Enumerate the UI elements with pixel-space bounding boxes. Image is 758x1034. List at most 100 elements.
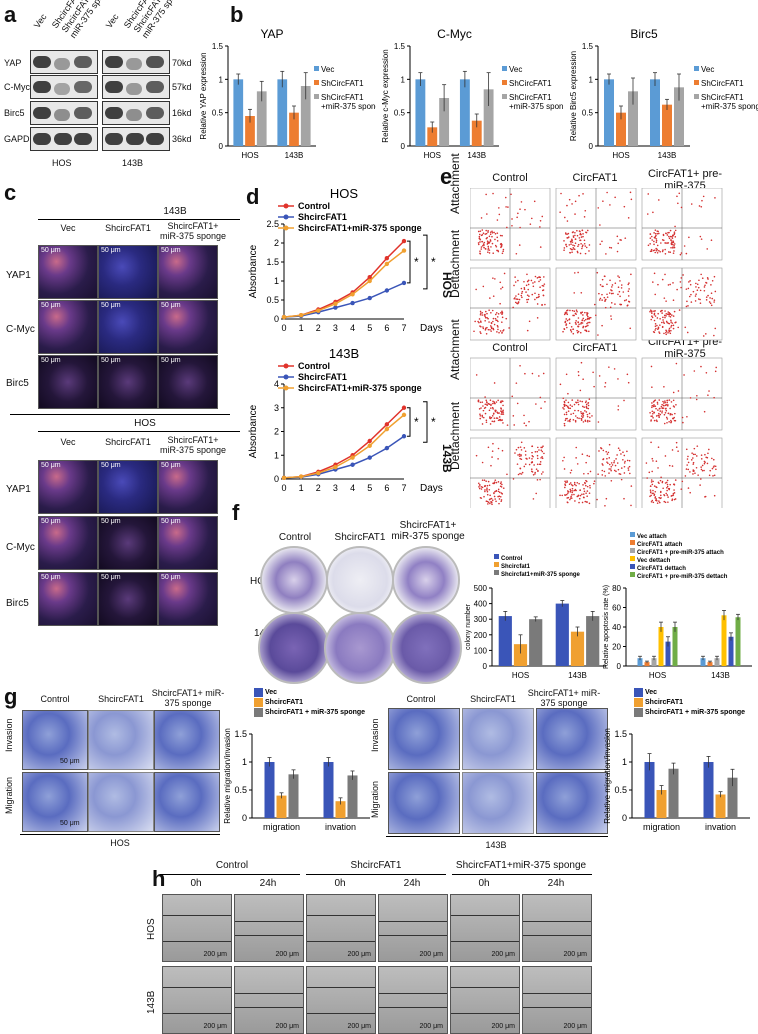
g-col-label: ShcircFAT1	[470, 694, 516, 704]
bar	[728, 636, 734, 666]
panel-g-letter: g	[4, 684, 18, 709]
chart-title: Birc5	[630, 27, 658, 41]
legend-swatch	[494, 570, 499, 575]
wound-image: 200 μm	[522, 966, 592, 1034]
data-point	[401, 412, 407, 418]
legend-label: Vec	[509, 65, 522, 74]
legend-label: ShCircFAT1	[701, 93, 744, 102]
chart-birc5: Birc5 0 0.5 1 1.5 Relative Birc5 expression HO…	[569, 27, 758, 160]
legend-label: CircFAT1 attach	[637, 542, 683, 548]
transwell-image	[388, 708, 460, 770]
y-tick-label: 1	[274, 450, 279, 460]
chart-title: HOS	[330, 186, 359, 201]
legend-label: ShcircFAT1+miR-375 sponge	[298, 383, 422, 393]
g-row-label: Migration	[4, 776, 14, 814]
legend-swatch	[630, 540, 635, 545]
data-point	[401, 434, 407, 439]
flow-plot	[641, 188, 723, 261]
fluor-image: 50 μm	[158, 516, 218, 570]
bar	[665, 641, 671, 666]
y-tick-label: 0	[483, 662, 488, 671]
data-point	[367, 455, 372, 460]
c-row-label: Birc5	[6, 598, 29, 609]
h-time-label: 0h	[190, 878, 202, 889]
legend-label: CircFAT1 + pre-miR-375 attach	[637, 550, 724, 556]
y-tick-label: 0.5	[394, 109, 406, 118]
e-col-label: Control	[492, 172, 528, 184]
bar	[715, 794, 726, 818]
data-point	[367, 278, 372, 284]
colony-plate	[258, 612, 330, 684]
legend-swatch	[502, 66, 507, 71]
y-tick-label: 0	[622, 813, 627, 823]
series-line	[283, 250, 405, 318]
bar	[672, 627, 678, 666]
y-tick-label: 0	[401, 142, 406, 151]
legend-swatch	[254, 708, 263, 717]
bar	[233, 79, 244, 146]
fluor-image: 50 μm	[98, 300, 158, 354]
x-tick-label: 2	[316, 483, 321, 493]
wb-row-label: C-Myc	[4, 82, 30, 92]
fluor-image: 50 μm	[158, 300, 218, 354]
fluor-image: 50 μm	[38, 460, 98, 514]
x-tick-label: migration	[263, 822, 300, 832]
legend-swatch	[494, 554, 499, 559]
legend-label: Vec	[701, 65, 714, 74]
transwell-image	[22, 772, 88, 832]
c-col-label: ShcircFAT1+ miR-375 sponge	[159, 221, 227, 241]
y-tick-label: 1.5	[212, 42, 224, 51]
bar	[651, 658, 657, 666]
data-point	[316, 308, 321, 313]
x-axis-label: Days	[420, 323, 443, 334]
c-row-label: YAP1	[6, 270, 31, 281]
y-tick-label: 0	[242, 813, 247, 823]
bar	[439, 98, 450, 146]
flow-plot	[470, 188, 551, 261]
wound-image: 200 μm	[522, 894, 592, 962]
bar	[483, 89, 494, 146]
x-tick-label: 4	[350, 483, 355, 493]
wb-kd-label: 70kd	[172, 58, 192, 68]
fluor-image: 50 μm	[158, 572, 218, 626]
y-tick-label: 100	[474, 646, 488, 655]
h-time-label: 24h	[259, 878, 277, 889]
legend-label: ShcircFAT1+miR-375 sponge	[298, 223, 422, 233]
significance-star: *	[414, 415, 419, 429]
g-row-label: Invasion	[4, 718, 14, 752]
bar	[277, 79, 288, 146]
legend-label: CircFAT1 dettach	[637, 566, 686, 572]
series-line	[283, 282, 405, 318]
y-axis-label: Relative Birc5 expression	[569, 51, 578, 141]
g-col-label: ShcircFAT1	[98, 694, 144, 704]
y-axis-label: Relative apoptosis rate (%)	[603, 585, 610, 669]
g-group-label: HOS	[110, 838, 130, 848]
bar	[628, 91, 638, 146]
data-point	[384, 426, 390, 432]
fluor-image: 50 μm	[38, 516, 98, 570]
y-tick-label: 3	[274, 403, 279, 413]
e-row-label: Attachment	[448, 319, 462, 380]
data-point	[367, 295, 372, 301]
fluor-image: 50 μm	[98, 355, 158, 409]
y-tick-label: 1	[622, 757, 627, 767]
legend-label: ShcircFAT1	[645, 699, 683, 706]
bar	[721, 615, 727, 666]
x-tick-label: 7	[401, 323, 406, 333]
bar	[650, 79, 660, 146]
c-col-label: ShcircFAT1+ miR-375 sponge	[159, 435, 227, 455]
data-point	[384, 256, 390, 261]
x-tick-label: HOS	[241, 151, 258, 160]
bar	[264, 762, 275, 818]
legend-label: ShcircFAT1	[298, 212, 347, 222]
data-point	[401, 248, 407, 253]
y-axis-label: Relative YAP expression	[199, 52, 208, 139]
legend-label: ShcircFAT1 + miR-375 sponge	[265, 709, 365, 716]
bar	[459, 79, 470, 146]
wound-image: 200 μm	[234, 966, 304, 1034]
bar	[276, 795, 287, 818]
wound-image: 200 μm	[306, 966, 376, 1034]
c-row-label: C-Myc	[6, 324, 35, 335]
h-time-label: 24h	[547, 878, 565, 889]
